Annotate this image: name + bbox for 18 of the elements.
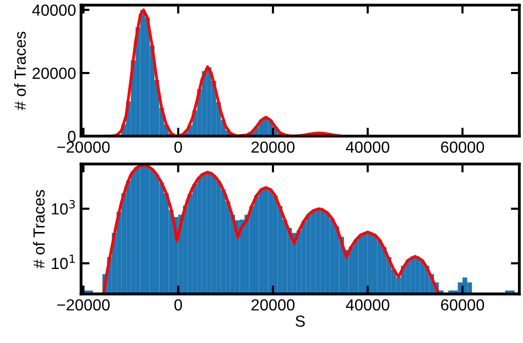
y-tick-label: 10$^{3}$ bbox=[52, 200, 75, 215]
x-tick-label: 40000 bbox=[346, 299, 390, 311]
x-tick-label: 0 bbox=[174, 299, 182, 311]
x-tick-label: 0 bbox=[174, 141, 182, 153]
x-tick-label: 20000 bbox=[252, 141, 295, 153]
y-tick-label: 10$^{1}$ bbox=[52, 254, 75, 270]
x-tick-label: −20000 bbox=[57, 299, 110, 311]
x-tick-label: 60000 bbox=[441, 141, 484, 153]
x-tick-label: −20000 bbox=[57, 141, 110, 153]
x-tick-label: 60000 bbox=[441, 299, 484, 311]
x-axis-title: S bbox=[296, 316, 305, 327]
y-tick-label: 0 bbox=[68, 130, 76, 142]
y-axis-title: # of Traces bbox=[33, 190, 45, 268]
x-tick-label: 20000 bbox=[252, 299, 295, 311]
y-tick-label: 20000 bbox=[32, 68, 76, 79]
x-tick-label: 40000 bbox=[346, 141, 390, 153]
y-tick-label: 40000 bbox=[32, 4, 76, 16]
y-axis-title: # of Traces bbox=[14, 32, 26, 110]
